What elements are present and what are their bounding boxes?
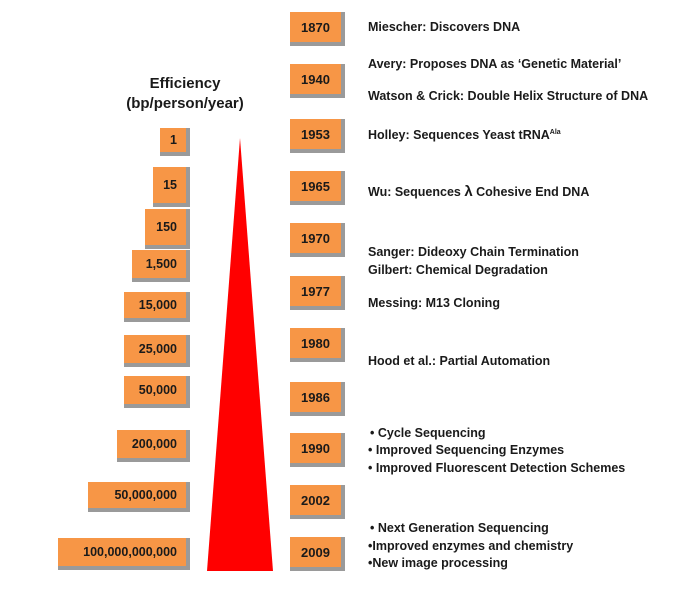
event-gilbert: Gilbert: Chemical Degradation bbox=[368, 263, 548, 277]
event-wu-lambda: λ bbox=[464, 183, 472, 200]
year-box-1965: 1965 bbox=[290, 171, 345, 205]
year-box-1940: 1940 bbox=[290, 64, 345, 98]
event-2009-bullet-2: •Improved enzymes and chemistry bbox=[368, 539, 573, 553]
year-box-1970: 1970 bbox=[290, 223, 345, 257]
year-box-1870: 1870 bbox=[290, 12, 345, 46]
year-box-1980: 1980 bbox=[290, 328, 345, 362]
event-2009-bullet-1: • Next Generation Sequencing bbox=[370, 521, 549, 535]
event-watson-crick: Watson & Crick: Double Helix Structure o… bbox=[368, 89, 648, 103]
event-wu-text-post: Cohesive End DNA bbox=[473, 185, 590, 199]
event-wu-text-pre: Wu: Sequences bbox=[368, 185, 464, 199]
event-2009-bullet-3: •New image processing bbox=[368, 556, 508, 570]
event-miescher: Miescher: Discovers DNA bbox=[368, 20, 520, 34]
event-1990-bullet-3: • Improved Fluorescent Detection Schemes bbox=[368, 461, 625, 475]
event-holley: Holley: Sequences Yeast tRNAAla bbox=[368, 128, 561, 142]
event-1990-bullet-2: • Improved Sequencing Enzymes bbox=[368, 443, 564, 457]
year-box-1986: 1986 bbox=[290, 382, 345, 416]
year-box-1977: 1977 bbox=[290, 276, 345, 310]
event-holley-text: Holley: Sequences Yeast tRNA bbox=[368, 128, 550, 142]
event-wu: Wu: Sequences λ Cohesive End DNA bbox=[368, 183, 589, 200]
event-sanger: Sanger: Dideoxy Chain Termination bbox=[368, 245, 579, 259]
year-box-1953: 1953 bbox=[290, 119, 345, 153]
event-avery: Avery: Proposes DNA as ‘Genetic Material… bbox=[368, 57, 621, 71]
event-holley-superscript: Ala bbox=[550, 129, 561, 136]
year-box-2002: 2002 bbox=[290, 485, 345, 519]
event-1990-bullet-1: • Cycle Sequencing bbox=[370, 426, 486, 440]
event-messing: Messing: M13 Cloning bbox=[368, 296, 500, 310]
event-hood: Hood et al.: Partial Automation bbox=[368, 354, 550, 368]
year-box-1990: 1990 bbox=[290, 433, 345, 467]
red-triangle-shape bbox=[207, 138, 273, 571]
year-box-2009: 2009 bbox=[290, 537, 345, 571]
